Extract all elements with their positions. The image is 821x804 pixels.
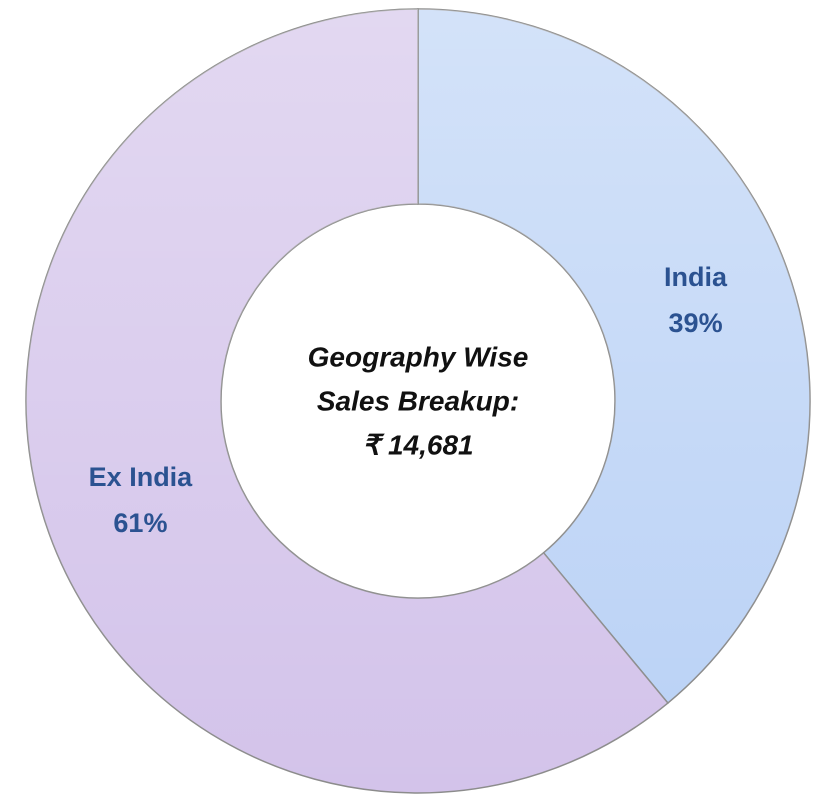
slices [25, 8, 811, 794]
slice-value-label: 39% [669, 308, 723, 338]
slice-value-label: 61% [113, 508, 167, 538]
center-text-line: Sales Breakup: [317, 385, 519, 416]
slice-shine [25, 9, 668, 793]
labels: India 39% Ex India 61% [89, 262, 728, 538]
center-text-line: Geography Wise [308, 341, 529, 372]
center-text-line: ₹ 14,681 [362, 429, 473, 460]
slice-category-label: India [664, 262, 728, 292]
slice-shine [418, 9, 810, 704]
center-text: Geography Wise Sales Breakup: ₹ 14,681 [308, 341, 529, 460]
slice-category-label: Ex India [89, 462, 194, 492]
